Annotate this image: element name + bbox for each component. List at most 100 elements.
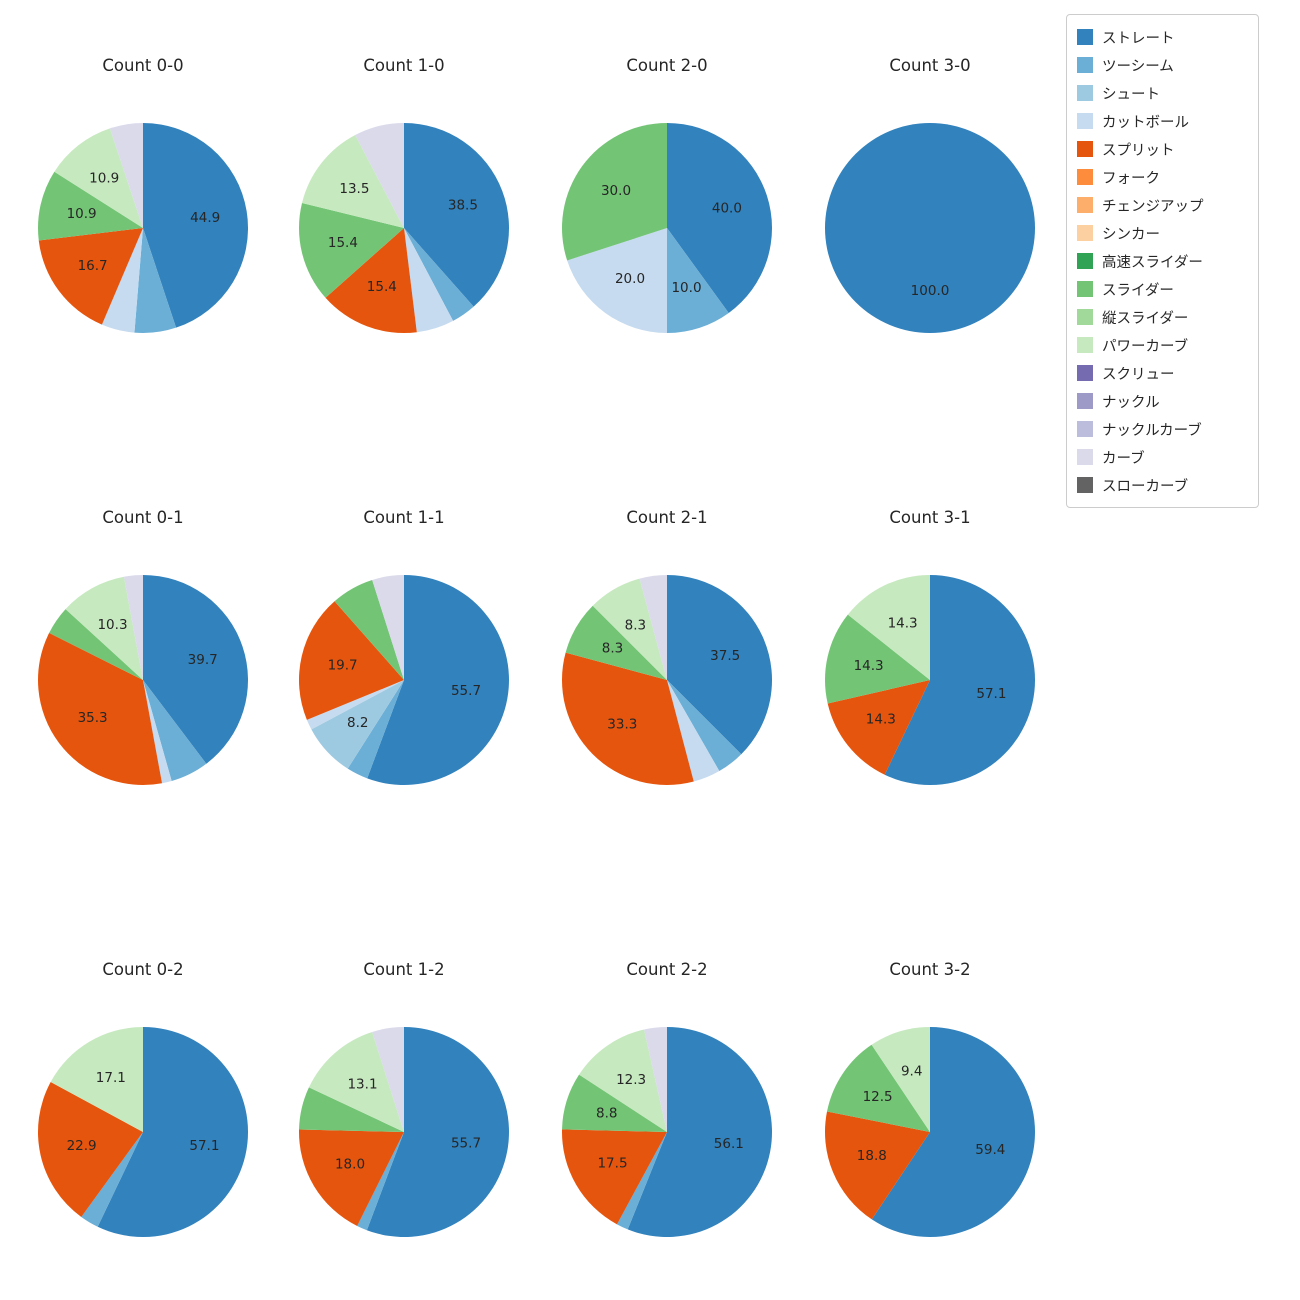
pie-slice xyxy=(37,1081,143,1217)
pie-slice xyxy=(306,680,404,730)
slice-label: 8.3 xyxy=(602,640,623,656)
pie-slice xyxy=(298,203,404,298)
legend-label: ナックル xyxy=(1102,394,1160,411)
pie-chart-count-1-0: 38.5 15.4 15.4 13.5 xyxy=(298,123,509,333)
pie-slice xyxy=(561,652,694,786)
pie-slice xyxy=(367,575,509,785)
legend-swatch xyxy=(1077,337,1093,353)
legend-swatch xyxy=(1077,393,1093,409)
pie-slice xyxy=(366,1027,509,1237)
chart-cell-count-2-1: Count 2-1 37.5 33.3 8.3 8.3 xyxy=(537,507,797,786)
legend-swatch xyxy=(1077,169,1093,185)
slice-label: 17.1 xyxy=(96,1070,126,1086)
pie-slice xyxy=(334,579,404,680)
chart-title: Count 3-0 xyxy=(889,56,971,75)
legend-item: スクリュー xyxy=(1077,359,1246,387)
pie-slice xyxy=(325,228,417,333)
slice-label: 12.3 xyxy=(616,1072,646,1088)
legend-item: チェンジアップ xyxy=(1077,191,1246,219)
pie-slice xyxy=(38,171,143,241)
legend-item: フォーク xyxy=(1077,163,1246,191)
chart-title: Count 3-1 xyxy=(889,508,971,527)
legend-swatch xyxy=(1077,197,1093,213)
pie-slice xyxy=(81,1132,143,1227)
pie-slice xyxy=(667,123,773,313)
legend-item: ナックル xyxy=(1077,387,1246,415)
slice-label: 15.4 xyxy=(367,279,397,295)
slice-label: 30.0 xyxy=(601,183,631,199)
pie-slice xyxy=(372,1027,404,1132)
slice-label: 38.5 xyxy=(448,198,478,214)
slice-label: 39.7 xyxy=(188,652,218,668)
legend-label: ツーシーム xyxy=(1102,58,1174,75)
chart-title: Count 0-0 xyxy=(102,56,184,75)
slice-label: 14.3 xyxy=(888,615,918,631)
legend-swatch xyxy=(1077,141,1093,157)
slice-label: 13.5 xyxy=(339,181,369,197)
pie-slice xyxy=(50,1027,143,1132)
slice-label: 100.0 xyxy=(911,283,950,299)
slice-label: 17.5 xyxy=(597,1156,627,1172)
pie-slice xyxy=(143,575,249,764)
pie-slice xyxy=(372,575,404,680)
slice-label: 18.0 xyxy=(335,1157,365,1173)
chart-cell-count-3-2: Count 3-2 59.4 18.8 12.5 9.4 xyxy=(800,959,1060,1238)
legend-swatch xyxy=(1077,309,1093,325)
pie-slice xyxy=(667,228,729,333)
slice-label: 57.1 xyxy=(976,686,1006,702)
legend-item: 縦スライダー xyxy=(1077,303,1246,331)
legend-item: ツーシーム xyxy=(1077,51,1246,79)
legend-swatch xyxy=(1077,225,1093,241)
pie-slice xyxy=(299,1129,404,1226)
slice-label: 19.7 xyxy=(328,658,358,674)
slice-label: 56.1 xyxy=(714,1136,744,1152)
pie-slice xyxy=(827,1044,930,1132)
slice-label: 10.0 xyxy=(671,280,701,296)
legend-swatch xyxy=(1077,85,1093,101)
slice-label: 40.0 xyxy=(712,201,742,217)
pie-slice xyxy=(54,128,143,228)
slice-label: 22.9 xyxy=(67,1138,97,1154)
legend-label: ストレート xyxy=(1102,30,1175,47)
legend-swatch xyxy=(1077,281,1093,297)
pie-slice xyxy=(567,228,667,333)
legend-item: スプリット xyxy=(1077,135,1246,163)
chart-title: Count 2-0 xyxy=(626,56,708,75)
slice-label: 10.9 xyxy=(67,206,97,222)
legend-swatch xyxy=(1077,477,1093,493)
legend-label: スライダー xyxy=(1102,282,1174,299)
slice-label: 55.7 xyxy=(451,1135,481,1151)
pie-chart-count-3-2: 59.4 18.8 12.5 9.4 xyxy=(824,1027,1035,1237)
pie-slice xyxy=(65,576,143,680)
pie-slice xyxy=(143,123,249,328)
chart-title: Count 1-0 xyxy=(363,56,445,75)
legend-item: シュート xyxy=(1077,79,1246,107)
pie-slice xyxy=(101,228,143,333)
pie-slice xyxy=(38,632,163,785)
chart-title: Count 1-1 xyxy=(363,508,445,527)
legend-label: スクリュー xyxy=(1102,366,1175,383)
pie-slice xyxy=(565,605,667,680)
pie-slice xyxy=(143,680,172,784)
slice-label: 13.1 xyxy=(347,1077,377,1093)
chart-cell-count-3-0: Count 3-0 100.0 xyxy=(800,55,1060,334)
slice-label: 55.7 xyxy=(451,683,481,699)
pie-slice xyxy=(347,680,404,779)
slice-label: 18.8 xyxy=(857,1148,887,1164)
legend-label: スローカーブ xyxy=(1102,478,1189,495)
legend-item: スローカーブ xyxy=(1077,471,1246,499)
chart-title: Count 0-1 xyxy=(102,508,184,527)
pie-slice xyxy=(143,680,207,782)
legend-label: 縦スライダー xyxy=(1102,310,1189,327)
pie-slice xyxy=(824,1111,930,1220)
pie-slice xyxy=(579,1029,667,1132)
pie-slice xyxy=(871,1027,930,1132)
legend-item: シンカー xyxy=(1077,219,1246,247)
legend-swatch xyxy=(1077,57,1093,73)
legend-item: カットボール xyxy=(1077,107,1246,135)
legend-item: ナックルカーブ xyxy=(1077,415,1246,443)
pie-slice xyxy=(404,228,454,333)
chart-cell-count-0-2: Count 0-2 57.1 22.9 17.1 xyxy=(13,959,273,1238)
pie-slice xyxy=(404,123,509,307)
pie-slice xyxy=(616,1132,667,1230)
